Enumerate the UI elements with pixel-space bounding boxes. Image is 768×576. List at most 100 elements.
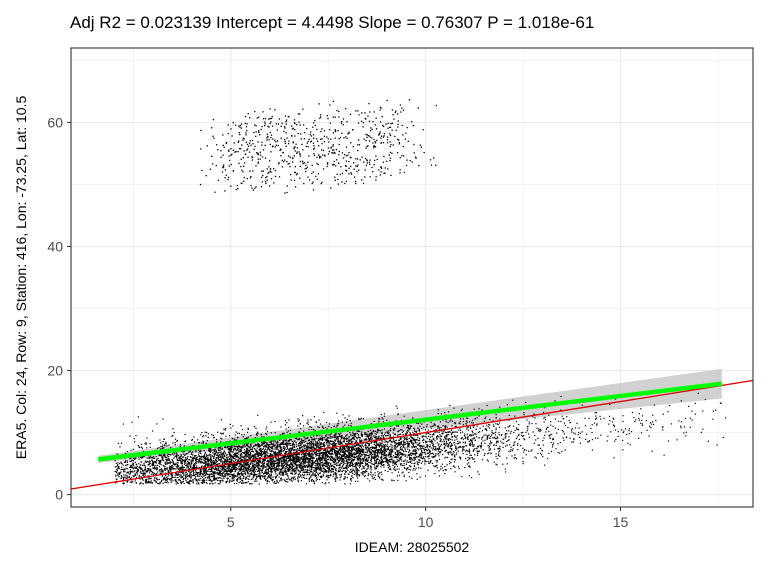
data-point [508,419,510,421]
data-point [302,162,304,164]
data-point [296,151,298,153]
data-point [232,122,234,124]
data-point [257,468,259,470]
data-point [332,152,334,154]
data-point [269,108,271,110]
data-point [286,473,288,475]
data-point [316,156,318,159]
data-point [317,450,319,452]
data-point [243,176,245,179]
data-point [228,451,230,453]
data-point [368,434,370,437]
data-point [435,164,437,166]
data-point [326,476,328,478]
data-point [344,467,346,469]
data-point [210,455,212,457]
data-point [333,466,335,468]
data-point [336,412,338,414]
data-point [249,446,251,448]
data-point [579,442,582,444]
data-point [170,467,172,469]
data-point [252,450,255,453]
data-point [293,119,296,121]
data-point [227,473,229,476]
data-point [221,465,224,467]
data-point [459,418,462,420]
data-point [173,432,175,434]
data-point [221,452,224,454]
data-point [371,438,374,440]
data-point [226,477,228,479]
data-point [412,124,414,127]
data-point [324,456,327,458]
data-point [332,460,335,463]
data-point [467,438,469,441]
data-point [337,162,340,164]
data-point [262,467,264,469]
data-point [471,430,473,432]
data-point [328,442,330,444]
data-point [144,468,146,470]
data-point [500,434,503,437]
data-point [183,459,185,461]
data-point [248,463,250,465]
data-point [459,456,462,459]
data-point [225,462,227,465]
data-point [361,468,363,470]
data-point [444,436,446,438]
data-point [256,457,258,459]
data-point [164,445,166,447]
data-point [544,464,546,466]
data-point [292,161,294,163]
data-point [238,445,240,447]
data-point [311,182,313,185]
data-point [526,419,528,421]
data-point [313,446,315,449]
data-point [240,448,242,450]
data-point [172,480,174,482]
data-point [192,475,194,477]
data-point [319,457,321,459]
data-point [206,440,208,442]
data-point [591,449,594,451]
data-point [285,443,287,445]
data-point [451,454,453,456]
data-point [310,467,313,469]
data-point [514,441,516,443]
data-point [168,471,170,473]
data-point [377,431,379,433]
data-point [198,442,201,444]
data-point [542,411,545,414]
data-point [385,435,387,437]
data-point [379,121,382,123]
data-point [238,140,240,142]
data-point [380,478,382,480]
data-point [226,459,228,461]
data-point [239,469,241,471]
data-point [389,455,392,458]
data-point [233,456,235,458]
data-point [361,473,364,475]
data-point [408,443,410,445]
data-point [415,467,417,469]
data-point [473,450,475,452]
data-point [281,479,283,481]
data-point [243,472,245,475]
data-point [146,471,148,473]
data-point [463,446,465,448]
data-point [385,440,387,442]
data-point [310,474,312,476]
data-point [298,151,300,153]
data-point [201,432,203,434]
data-point [310,140,313,142]
data-point [276,461,278,464]
data-point [380,142,383,144]
data-point [433,157,435,159]
data-point [219,463,221,465]
data-point [256,476,258,478]
data-point [348,131,350,133]
data-point [287,163,289,165]
data-point [420,453,422,455]
data-point [159,470,161,472]
data-point [222,472,224,474]
